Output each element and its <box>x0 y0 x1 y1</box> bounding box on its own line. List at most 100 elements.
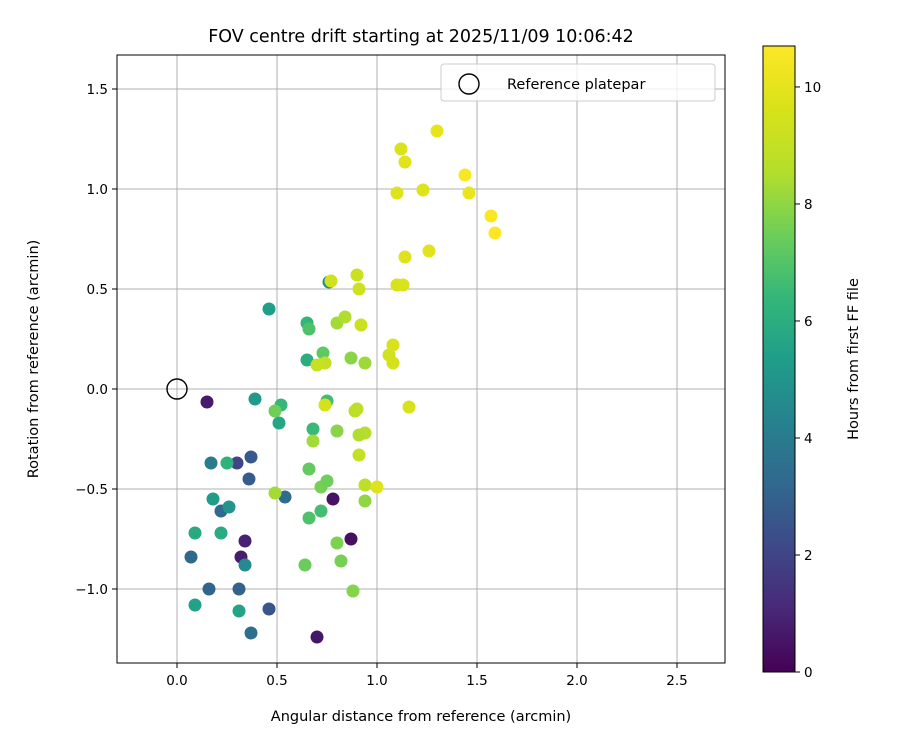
colorbar-tick-label: 10 <box>804 80 821 96</box>
data-point <box>232 582 246 596</box>
data-point <box>188 598 202 612</box>
data-point <box>338 310 352 324</box>
data-point <box>268 486 282 500</box>
data-point <box>262 302 276 316</box>
data-point <box>314 504 328 518</box>
data-point <box>352 282 366 296</box>
legend-marker-reference <box>458 73 480 95</box>
y-tick-label: −1.0 <box>75 582 108 598</box>
y-tick-label: 1.0 <box>87 182 108 198</box>
colorbar-gradient <box>762 45 796 673</box>
plot-frame <box>116 54 726 664</box>
data-point <box>402 400 416 414</box>
data-point <box>300 353 314 367</box>
data-point <box>350 402 364 416</box>
data-point <box>354 318 368 332</box>
data-point <box>222 500 236 514</box>
data-point <box>214 526 228 540</box>
data-point <box>430 124 444 138</box>
data-point <box>344 532 358 546</box>
data-point <box>396 278 410 292</box>
data-point <box>352 448 366 462</box>
data-point <box>244 626 258 640</box>
x-tick-label: 2.0 <box>566 673 587 689</box>
data-point <box>244 450 258 464</box>
data-point <box>398 155 412 169</box>
data-point <box>416 183 430 197</box>
data-point <box>462 186 476 200</box>
data-point <box>422 244 436 258</box>
reference-platepar-marker <box>166 378 188 400</box>
data-point <box>344 351 358 365</box>
legend: Reference platepar <box>440 63 716 102</box>
data-point <box>230 456 244 470</box>
data-point <box>188 526 202 540</box>
x-tick-label: 0.0 <box>166 673 187 689</box>
data-point <box>386 356 400 370</box>
data-point <box>394 142 408 156</box>
y-axis-label: Rotation from reference (arcmin) <box>26 240 42 479</box>
data-point <box>352 428 366 442</box>
data-point <box>202 582 216 596</box>
data-point <box>326 492 340 506</box>
data-point <box>330 424 344 438</box>
data-point <box>370 480 384 494</box>
data-point <box>318 398 332 412</box>
x-tick-label: 1.5 <box>466 673 487 689</box>
data-point <box>324 274 338 288</box>
plot-area <box>117 55 725 663</box>
data-point <box>242 472 256 486</box>
data-points <box>184 124 502 644</box>
reference-marker-layer <box>166 378 188 400</box>
data-point <box>358 356 372 370</box>
data-point <box>302 322 316 336</box>
colorbar: 0 2 4 6 8 10 Hours from first FF file <box>762 45 862 681</box>
data-point <box>350 268 364 282</box>
data-point <box>316 346 330 360</box>
colorbar-ticks: 0 2 4 6 8 10 <box>795 80 821 681</box>
data-point <box>306 422 320 436</box>
colorbar-tick-label: 2 <box>804 548 813 564</box>
colorbar-tick-label: 6 <box>804 314 813 330</box>
y-tick-label: 0.5 <box>87 282 108 298</box>
x-tick-label: 1.0 <box>366 673 387 689</box>
data-point <box>310 358 324 372</box>
x-axis-ticks: 0.0 0.5 1.0 1.5 2.0 2.5 <box>166 663 688 689</box>
grid-lines <box>117 55 725 663</box>
data-point <box>248 392 262 406</box>
data-point <box>330 536 344 550</box>
data-point <box>488 226 502 240</box>
data-point <box>390 186 404 200</box>
data-point <box>458 168 472 182</box>
colorbar-tick-label: 0 <box>804 665 813 681</box>
y-tick-label: 1.5 <box>87 82 108 98</box>
y-axis-ticks: −1.0 −0.5 0.0 0.5 1.0 1.5 <box>75 82 117 598</box>
chart-title: FOV centre drift starting at 2025/11/09 … <box>208 27 634 47</box>
x-tick-label: 0.5 <box>266 673 287 689</box>
y-tick-label: 0.0 <box>87 382 108 398</box>
data-point <box>334 554 348 568</box>
data-point <box>268 404 282 418</box>
data-point <box>302 462 316 476</box>
data-point <box>200 395 214 409</box>
data-point <box>302 511 316 525</box>
legend-label-reference: Reference platepar <box>507 77 645 93</box>
data-point <box>238 558 252 572</box>
data-point <box>346 584 360 598</box>
data-point <box>358 478 372 492</box>
data-point <box>232 604 246 618</box>
data-point <box>386 338 400 352</box>
data-point <box>204 456 218 470</box>
data-point <box>272 416 286 430</box>
y-tick-label: −0.5 <box>75 482 108 498</box>
data-point <box>484 209 498 223</box>
data-point <box>184 550 198 564</box>
data-point <box>278 490 292 504</box>
x-tick-label: 2.5 <box>666 673 687 689</box>
data-point <box>262 602 276 616</box>
data-point <box>320 474 334 488</box>
legend-box <box>440 63 716 102</box>
data-point <box>206 492 220 506</box>
data-point <box>310 630 324 644</box>
